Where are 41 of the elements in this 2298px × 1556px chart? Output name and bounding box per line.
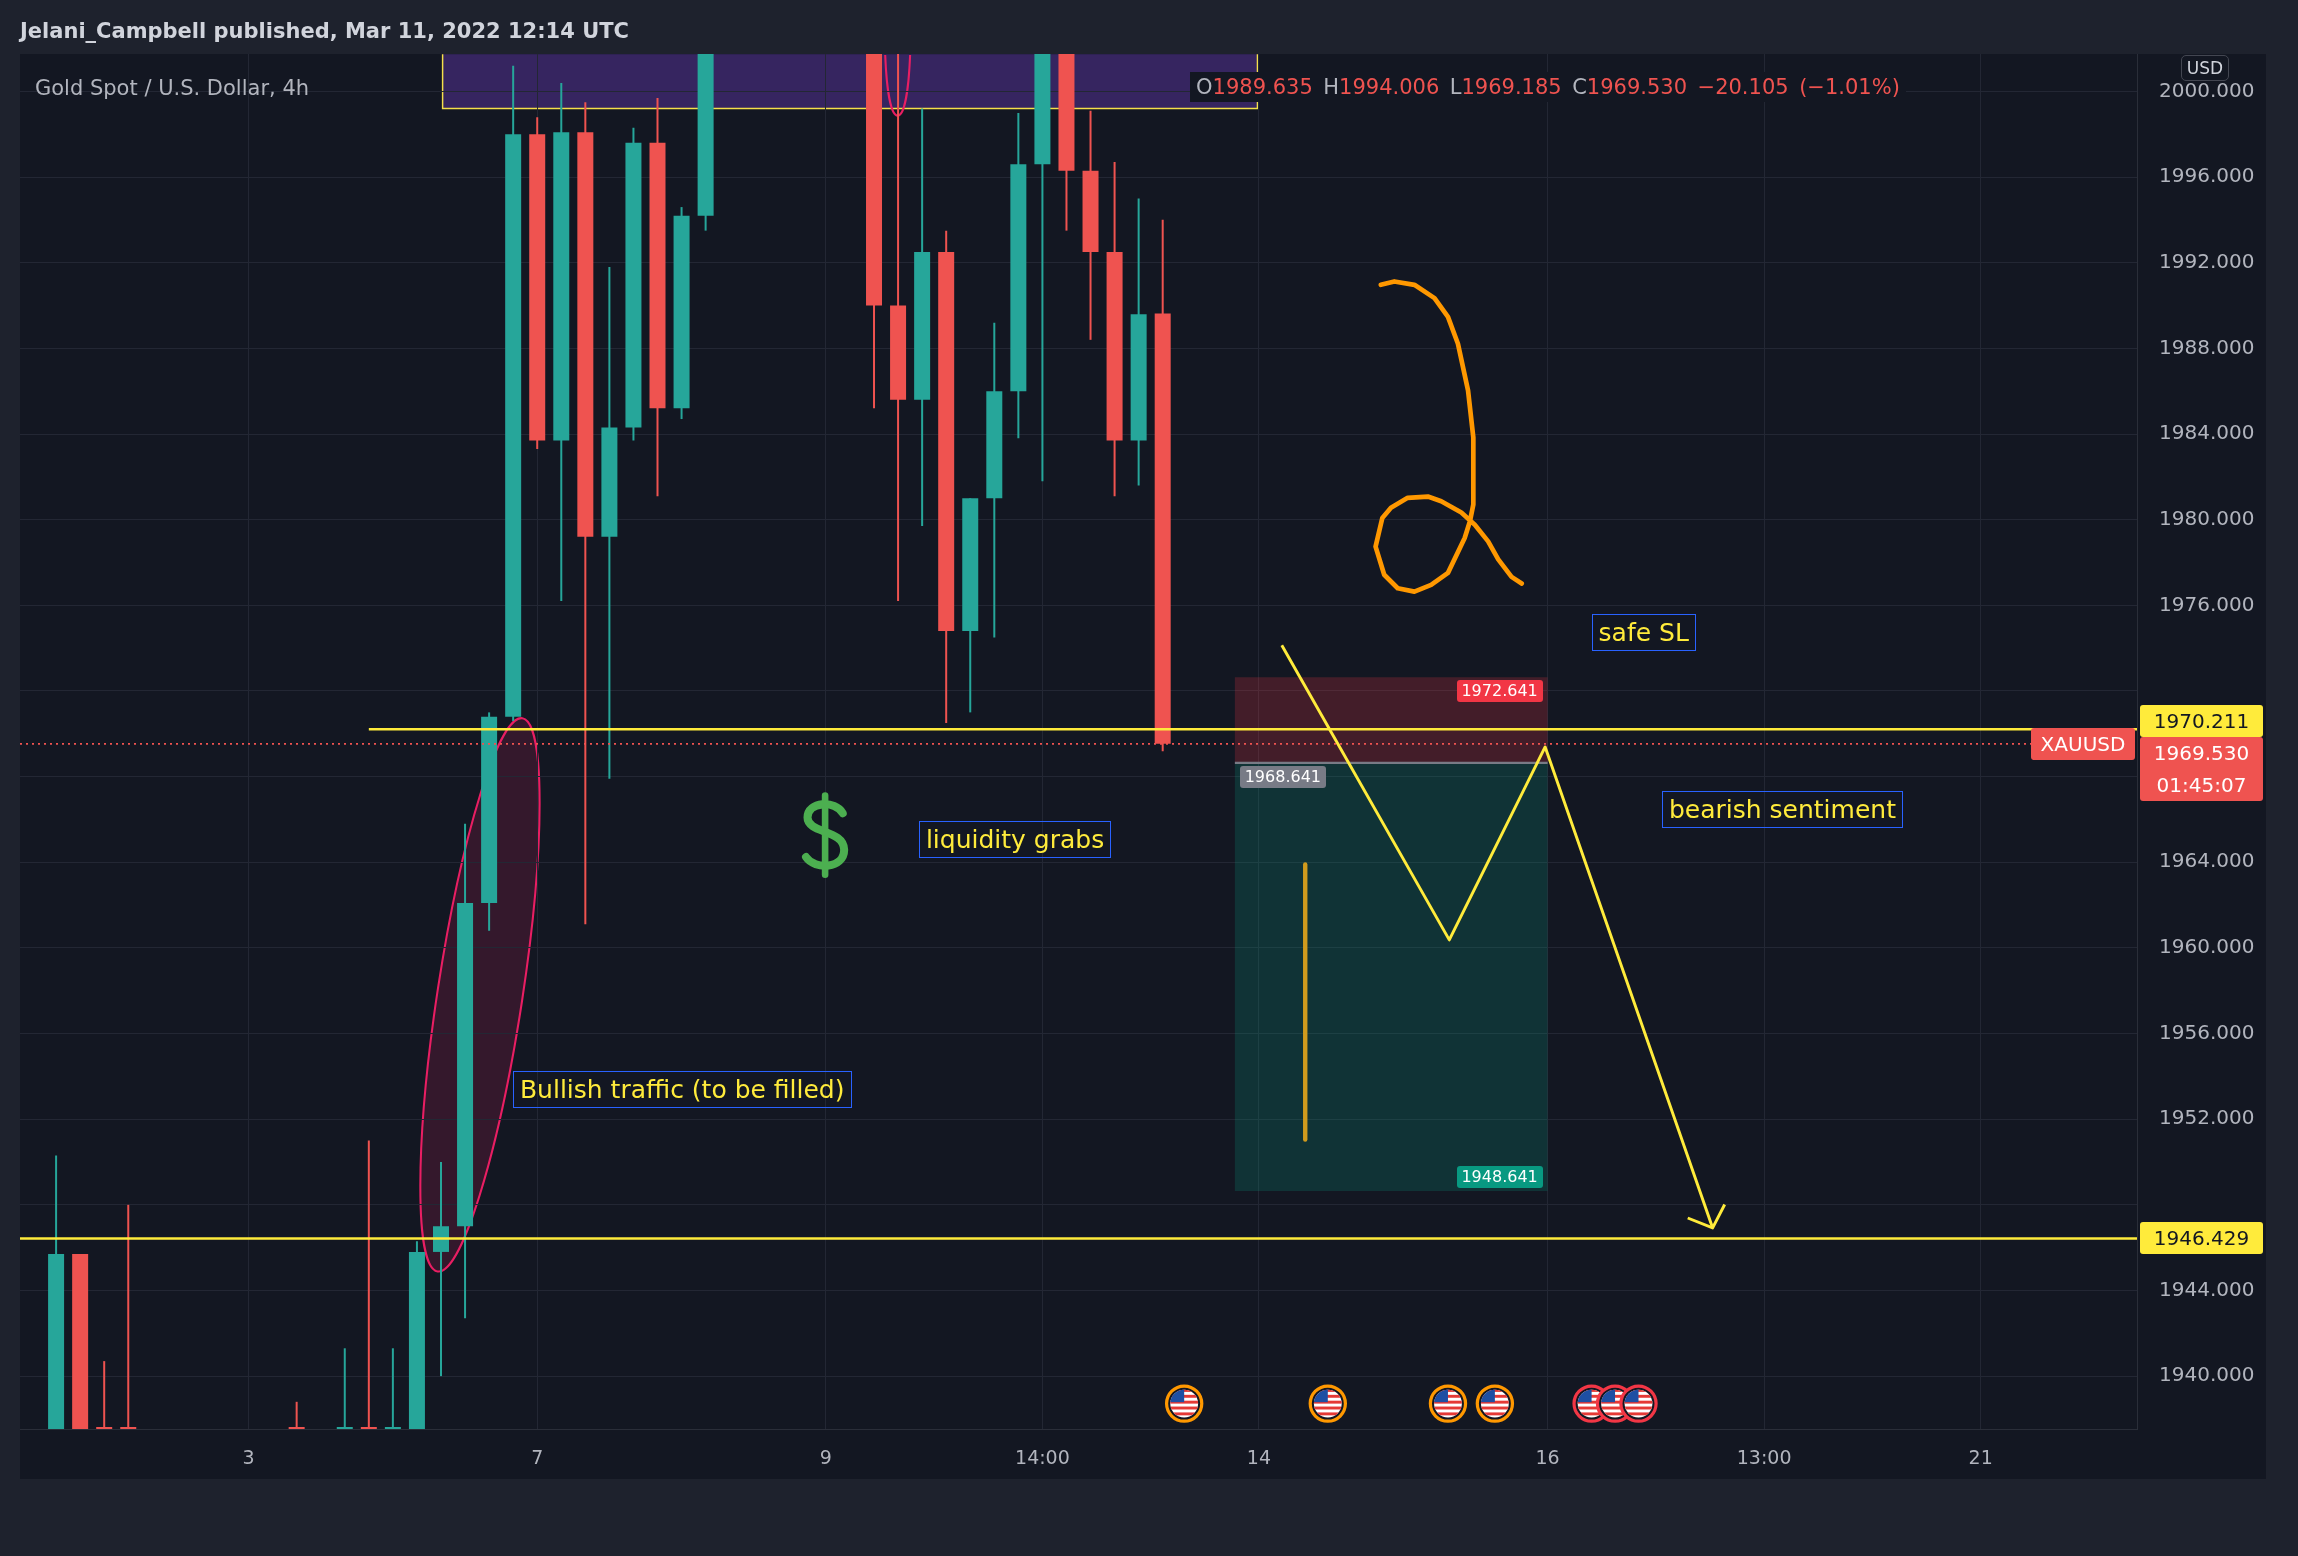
candlestick	[288, 1401, 305, 1429]
chart-title: Jelani_Campbell published, Mar 11, 2022 12:14 UTC	[20, 19, 629, 43]
ref-line-label: 1946.429	[2140, 1222, 2263, 1255]
x-tick-label: 13:00	[1736, 1446, 1792, 1469]
text: USD	[2180, 54, 2230, 81]
candlestick	[120, 1204, 137, 1429]
y-tick-label: 1964.000	[2159, 848, 2255, 873]
candlestick	[336, 1348, 353, 1429]
ref-line-label: 1970.211	[2140, 704, 2263, 737]
x-tick-label: 14:00	[1015, 1446, 1070, 1469]
x-tick-label: 16	[1535, 1446, 1560, 1469]
x-tick-label: 14	[1246, 1446, 1272, 1469]
ref-line-label: 1969.530 01:45:07	[2140, 736, 2263, 801]
text: Gold Spot / U.S. Dollar, 4h	[35, 75, 310, 102]
y-tick-label: 1940.000	[2159, 1362, 2255, 1387]
y-tick-label: 1984.000	[2159, 420, 2255, 445]
band-label: 1972.641	[1456, 680, 1543, 703]
candlestick	[360, 1140, 377, 1429]
annotation: XAUUSD	[2031, 727, 2135, 760]
x-tick-label: 9	[819, 1446, 832, 1469]
annotation: bearish sentiment	[1661, 791, 1903, 829]
x-tick-label: 3	[242, 1446, 255, 1469]
text: O1989.635 H1994.006 L1969.185 C1969.530 −20.105 (−1.01%)	[1196, 74, 1900, 99]
y-tick-label: 1944.000	[2159, 1276, 2255, 1301]
y-tick-label: 1988.000	[2159, 334, 2255, 359]
x-tick-label: 21	[1968, 1446, 1993, 1469]
x-tick-label: 7	[531, 1446, 544, 1469]
y-tick-label: 1992.000	[2159, 248, 2255, 273]
y-tick-label: 1956.000	[2159, 1019, 2255, 1044]
y-tick-label: 1996.000	[2159, 163, 2255, 188]
y-tick-label: 1980.000	[2159, 505, 2255, 530]
annotation: safe SL	[1591, 614, 1696, 652]
candlestick	[384, 1348, 401, 1429]
y-tick-label: 1952.000	[2159, 1105, 2255, 1130]
annotation: liquidity grabs	[918, 820, 1112, 858]
y-tick-label: 1976.000	[2159, 591, 2255, 616]
ref-line-label: 1968.641	[1239, 765, 1326, 788]
y-tick-label: 1960.000	[2159, 934, 2255, 959]
annotation: Bullish traffic (to be filled)	[512, 1071, 852, 1109]
band-label: 1948.641	[1456, 1166, 1543, 1189]
candlestick	[96, 1361, 113, 1429]
